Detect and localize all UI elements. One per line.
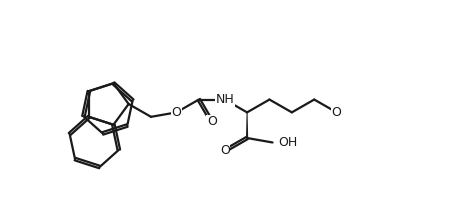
Text: O: O	[332, 106, 342, 119]
Polygon shape	[246, 112, 248, 138]
Text: O: O	[220, 144, 230, 157]
Text: NH: NH	[215, 93, 234, 106]
Text: O: O	[207, 115, 217, 128]
Text: OH: OH	[279, 136, 298, 149]
Text: O: O	[172, 106, 181, 119]
